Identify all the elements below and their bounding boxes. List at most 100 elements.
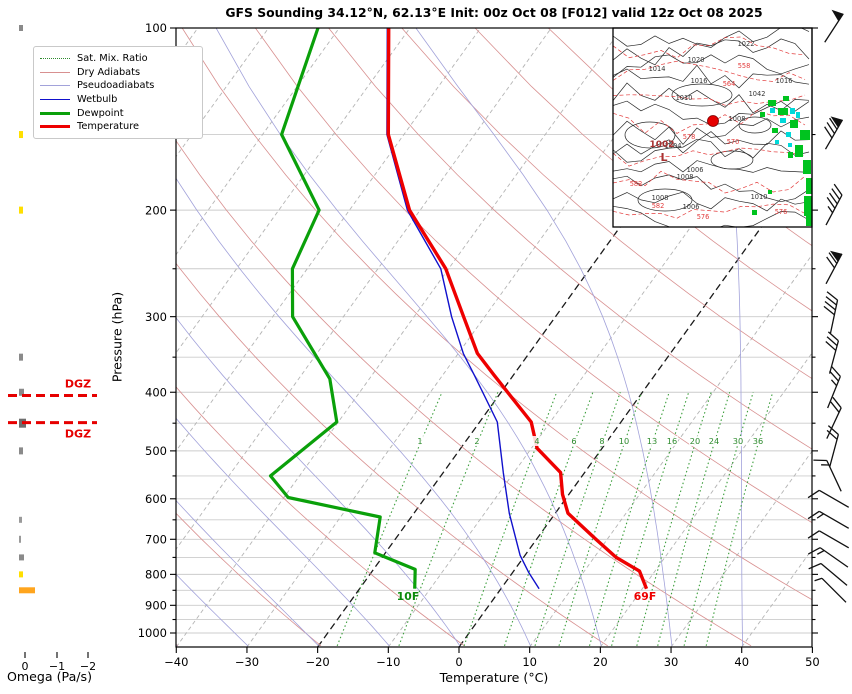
omega-bar bbox=[19, 516, 22, 523]
map-contour-label: 1042 bbox=[749, 90, 766, 98]
wind-barb bbox=[825, 250, 843, 285]
legend-item-label: Dry Adiabats bbox=[77, 66, 141, 78]
dgz-label: DGZ bbox=[65, 428, 91, 441]
wind-barb bbox=[827, 365, 841, 409]
pressure-axis-label: Pressure (hPa) bbox=[109, 291, 125, 383]
pseudoadiabat-lines bbox=[176, 28, 743, 647]
precip-patch-cyan bbox=[788, 143, 792, 147]
legend: Sat. Mix. Ratio Dry Adiabats Pseudoadiabat… bbox=[33, 46, 203, 139]
precip-patch bbox=[790, 120, 798, 128]
mixing-ratio-label: 2 bbox=[474, 436, 479, 446]
map-contour-label: 1016 bbox=[691, 77, 708, 85]
mixing-ratio-label: 36 bbox=[753, 436, 763, 446]
omega-bar bbox=[19, 571, 23, 578]
precip-patch bbox=[806, 216, 812, 226]
map-contour-label: 1022 bbox=[738, 40, 755, 48]
omega-bar bbox=[19, 353, 23, 361]
dgz-markers: DGZ DGZ bbox=[8, 378, 97, 441]
omega-bar bbox=[19, 25, 23, 31]
map-height-label: 564 bbox=[723, 80, 736, 88]
wind-barb bbox=[807, 489, 850, 508]
omega-bar bbox=[19, 131, 23, 139]
omega-axis-label: Omega (Pa/s) bbox=[7, 669, 93, 684]
wind-barb bbox=[807, 510, 850, 529]
omega-bar bbox=[19, 535, 21, 543]
wind-barb bbox=[825, 183, 843, 226]
omega-bar bbox=[19, 587, 35, 594]
legend-item-label: Wetbulb bbox=[77, 94, 118, 106]
pressure-tick-label: 100 bbox=[145, 21, 167, 35]
precip-patch bbox=[795, 145, 803, 157]
precip-patch bbox=[803, 160, 811, 174]
wind-barb bbox=[824, 9, 844, 43]
legend-item: Sat. Mix. Ratio bbox=[40, 52, 196, 66]
precip-patch bbox=[768, 100, 776, 106]
precip-patch-cyan bbox=[790, 108, 795, 114]
pressure-gridlines bbox=[176, 28, 812, 634]
temperature-axis-label: Temperature (°C) bbox=[439, 670, 549, 685]
precip-patch bbox=[772, 128, 778, 133]
surface-value-label: 69F bbox=[634, 590, 656, 603]
precip-patch bbox=[778, 108, 788, 115]
wind-barb bbox=[824, 116, 844, 150]
temperature-tick-label: −30 bbox=[235, 655, 259, 669]
map-contour-label: 1006 bbox=[683, 203, 700, 211]
mixing-ratio-label: 1 bbox=[417, 436, 422, 446]
precip-patch-cyan bbox=[796, 112, 800, 118]
wind-barb bbox=[825, 331, 840, 374]
wind-barb bbox=[826, 425, 840, 468]
legend-item-label: Pseudoadiabats bbox=[77, 80, 155, 92]
precip-patch bbox=[806, 178, 812, 194]
precip-patch bbox=[804, 196, 812, 216]
map-contour-label: 1008 bbox=[729, 115, 746, 123]
precip-patch bbox=[788, 152, 793, 158]
omega-bar bbox=[19, 206, 23, 214]
legend-item: Dry Adiabats bbox=[40, 66, 196, 80]
map-height-label: 558 bbox=[738, 62, 751, 70]
map-contour-label: 1008 bbox=[677, 173, 694, 181]
pressure-tick-label: 900 bbox=[145, 598, 167, 612]
temperature-tick-label: −40 bbox=[164, 655, 188, 669]
map-contour-label: 1010 bbox=[676, 94, 693, 102]
map-contour-label: 1014 bbox=[649, 65, 666, 73]
omega-axis: 0 −1 −2 bbox=[22, 652, 96, 673]
omega-tick-label: −2 bbox=[80, 660, 96, 673]
mixing-ratio-label: 10 bbox=[619, 436, 629, 446]
mixing-ratio-lines bbox=[336, 391, 774, 647]
map-height-label: 582 bbox=[652, 202, 665, 210]
precip-patch bbox=[768, 190, 772, 194]
dry-adiabat-lines bbox=[176, 28, 812, 647]
mixing-ratio-label: 16 bbox=[667, 436, 677, 446]
precip-patch-cyan bbox=[775, 140, 779, 144]
precip-patch-cyan bbox=[780, 118, 786, 123]
legend-item-label: Sat. Mix. Ratio bbox=[77, 53, 148, 65]
surface-value-label: 10F bbox=[397, 590, 419, 603]
map-height-label: 582 bbox=[630, 180, 643, 188]
legend-item: Dewpoint bbox=[40, 106, 196, 120]
temperature-tick-label: 50 bbox=[805, 655, 820, 669]
map-height-label: 570 bbox=[727, 138, 740, 146]
legend-item: Temperature bbox=[40, 120, 196, 134]
wind-barb bbox=[826, 396, 842, 439]
omega-bar bbox=[19, 447, 23, 455]
legend-item: Wetbulb bbox=[40, 93, 196, 107]
legend-line-sample bbox=[40, 111, 70, 115]
wind-barbs bbox=[807, 9, 850, 603]
map-height-label: 576 bbox=[775, 208, 788, 216]
wind-barb bbox=[807, 547, 849, 568]
map-contour-label: 1006 bbox=[687, 166, 704, 174]
pressure-tick-label: 400 bbox=[145, 385, 167, 399]
mixing-ratio-label: 4 bbox=[534, 436, 539, 446]
sounding-location-dot bbox=[707, 115, 719, 127]
mixing-ratio-label: 6 bbox=[571, 436, 576, 446]
temperature-tick-label: 0 bbox=[455, 655, 462, 669]
legend-item: Pseudoadiabats bbox=[40, 79, 196, 93]
pressure-tick-label: 600 bbox=[145, 492, 167, 506]
wind-barb bbox=[814, 577, 847, 603]
pressure-tick-label: 1000 bbox=[138, 626, 167, 640]
temperature-tick-label: 40 bbox=[734, 655, 749, 669]
pressure-tick-label: 500 bbox=[145, 444, 167, 458]
precip-patch bbox=[783, 96, 789, 101]
map-contour-label: 1004 bbox=[665, 142, 682, 150]
